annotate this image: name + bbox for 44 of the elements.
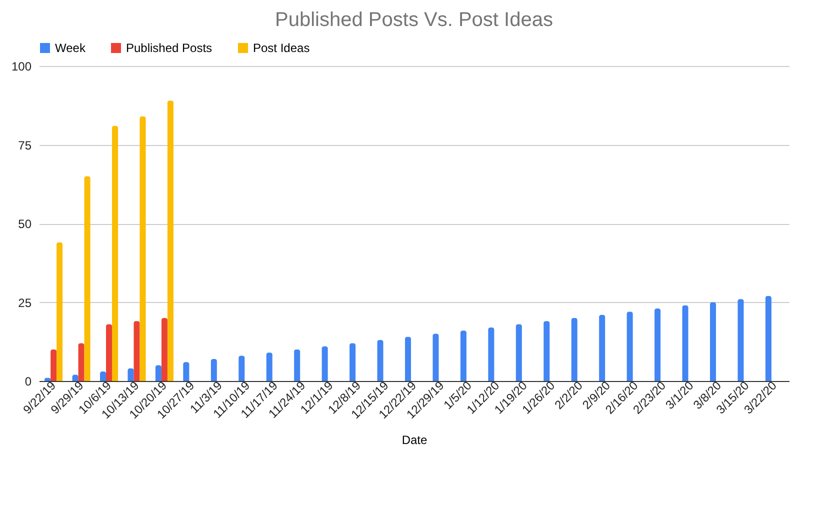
- y-tick-label: 50: [18, 217, 32, 231]
- bar: [112, 126, 118, 381]
- bar: [56, 242, 63, 381]
- y-tick-label: 75: [18, 138, 32, 152]
- bar: [100, 372, 106, 381]
- bar: [155, 365, 162, 381]
- bar: [765, 296, 772, 381]
- bar: [167, 100, 174, 381]
- bar: [571, 318, 578, 381]
- bar: [238, 356, 245, 381]
- legend-label: Week: [55, 41, 86, 55]
- bar: [460, 330, 466, 381]
- bar: [78, 343, 84, 381]
- bar: [544, 321, 550, 381]
- bar: [377, 340, 384, 381]
- bar: [350, 343, 356, 381]
- bar: [738, 299, 744, 381]
- bar: [183, 362, 190, 381]
- bar: [432, 334, 439, 381]
- bar: [106, 324, 112, 381]
- bar: [626, 312, 633, 381]
- bar: [404, 336, 411, 381]
- bar: [516, 324, 522, 381]
- bar: [210, 358, 217, 381]
- bar: [599, 314, 606, 381]
- bar: [161, 318, 168, 381]
- y-tick-label: 25: [18, 296, 32, 310]
- y-tick-label: 100: [11, 60, 32, 74]
- bar: [50, 350, 57, 381]
- bar: [134, 321, 140, 381]
- legend-label: Post Ideas: [253, 41, 310, 55]
- bar: [128, 368, 134, 381]
- legend-label: Published Posts: [126, 41, 212, 55]
- bar: [140, 116, 146, 381]
- bar: [84, 176, 90, 381]
- bar: [294, 350, 300, 381]
- x-axis-title: Date: [402, 432, 428, 447]
- chart-title: Published Posts Vs. Post Ideas: [275, 9, 553, 31]
- bar: [654, 308, 661, 381]
- bar: [710, 302, 716, 381]
- bar: [682, 305, 688, 381]
- bar: [266, 352, 272, 381]
- bar: [322, 346, 328, 381]
- bar: [488, 327, 494, 381]
